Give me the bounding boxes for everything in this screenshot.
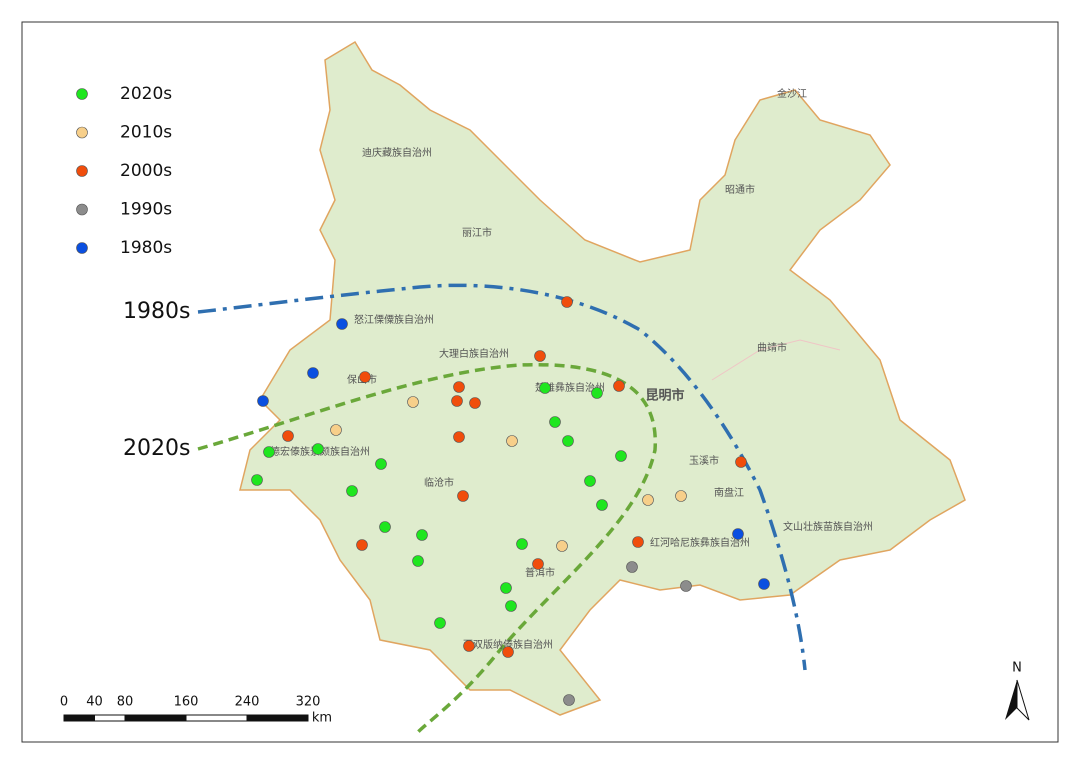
place-label: 临沧市 <box>424 476 454 489</box>
site-dot <box>613 380 625 392</box>
legend-marker <box>76 126 88 139</box>
site-dot <box>632 536 644 548</box>
boundary-label: 1980s <box>123 299 190 324</box>
site-dot <box>330 424 342 436</box>
north-label: N <box>1012 661 1022 676</box>
scale-tick-label: 40 <box>86 695 103 710</box>
site-dot <box>732 528 744 540</box>
site-dot <box>532 558 544 570</box>
legend-label: 1990s <box>120 200 172 220</box>
scale-tick-label: 320 <box>296 695 321 710</box>
north-arrow-icon <box>1005 679 1030 721</box>
scale-segment <box>246 714 309 722</box>
scale-tick-label: 240 <box>235 695 260 710</box>
site-dot <box>534 350 546 362</box>
site-dot <box>735 456 747 468</box>
site-dot <box>407 396 419 408</box>
scale-tick-label: 80 <box>117 695 134 710</box>
site-dot <box>336 318 348 330</box>
legend-label: 2020s <box>120 84 172 104</box>
legend-marker <box>76 203 88 216</box>
site-dot <box>680 580 692 592</box>
place-label: 西双版纳傣族自治州 <box>463 638 553 651</box>
legend-label: 2010s <box>120 123 172 143</box>
site-dot <box>505 600 517 612</box>
place-label: 金沙江 <box>777 87 807 100</box>
site-dot <box>434 617 446 629</box>
scale-unit: km <box>312 711 332 726</box>
place-label: 南盘江 <box>714 486 744 499</box>
site-dot <box>642 494 654 506</box>
site-dot <box>453 431 465 443</box>
site-dot <box>500 582 512 594</box>
site-dot <box>675 490 687 502</box>
place-label: 普洱市 <box>525 566 555 579</box>
site-dot <box>416 529 428 541</box>
place-label: 文山壮族苗族自治州 <box>783 520 873 533</box>
site-dot <box>356 539 368 551</box>
site-dot <box>457 490 469 502</box>
site-dot <box>516 538 528 550</box>
site-dot <box>562 435 574 447</box>
site-dot <box>502 646 514 658</box>
legend-marker <box>76 242 88 254</box>
site-dot <box>561 296 573 308</box>
site-dot <box>539 382 551 394</box>
site-dot <box>758 578 770 590</box>
place-label: 丽江市 <box>462 226 492 239</box>
site-dot <box>346 485 358 497</box>
site-dot <box>282 430 294 442</box>
site-dot <box>463 640 475 652</box>
scale-segment <box>94 714 126 722</box>
site-dot <box>375 458 387 470</box>
site-dot <box>591 387 603 399</box>
legend-label: 2000s <box>120 161 172 181</box>
boundary-label: 2020s <box>123 436 190 461</box>
site-dot <box>257 395 269 407</box>
place-label: 昆明市 <box>645 388 684 404</box>
scale-segment <box>63 714 95 722</box>
place-label: 怒江傈僳族自治州 <box>354 313 434 326</box>
site-dot <box>584 475 596 487</box>
scale-tick-label: 0 <box>60 695 68 710</box>
legend-marker <box>76 88 88 100</box>
site-dot <box>506 435 518 447</box>
site-dot <box>596 499 608 511</box>
site-dot <box>379 521 391 533</box>
scale-tick-label: 160 <box>174 695 199 710</box>
site-dot <box>549 416 561 428</box>
site-dot <box>626 561 638 573</box>
site-dot <box>251 474 263 486</box>
place-label: 迪庆藏族自治州 <box>362 146 432 159</box>
place-label: 曲靖市 <box>757 341 787 354</box>
legend-marker <box>76 165 88 177</box>
site-dot <box>615 450 627 462</box>
place-label: 昭通市 <box>725 183 755 196</box>
legend-label: 1980s <box>120 238 172 258</box>
place-label: 玉溪市 <box>689 454 719 467</box>
region-shape <box>239 40 966 716</box>
site-dot <box>359 371 371 383</box>
scale-segment <box>185 714 248 722</box>
site-dot <box>312 443 324 455</box>
place-label: 楚雄彝族自治州 <box>535 381 605 394</box>
place-label: 大理白族自治州 <box>439 347 509 360</box>
site-dot <box>263 446 275 458</box>
site-dot <box>451 395 463 407</box>
site-dot <box>556 540 568 552</box>
site-dot <box>412 555 424 567</box>
site-dot <box>563 694 575 706</box>
site-dot <box>453 381 465 393</box>
site-dot <box>469 397 481 409</box>
site-dot <box>307 367 319 379</box>
scale-segment <box>124 714 187 722</box>
road <box>711 339 841 381</box>
place-label: 红河哈尼族彝族自治州 <box>650 536 750 549</box>
